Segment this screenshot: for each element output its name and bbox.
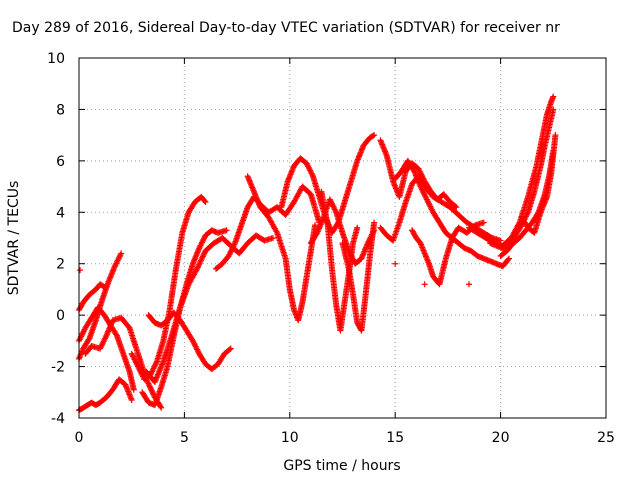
series-arc-09: [145, 309, 234, 373]
data-point: [147, 384, 154, 391]
data-point: [199, 253, 206, 260]
data-point: [201, 250, 208, 257]
data-point: [149, 388, 156, 395]
data-point: [223, 227, 230, 234]
data-point: [196, 260, 203, 267]
y-tick-label: 4: [56, 205, 65, 221]
data-point: [506, 255, 513, 262]
data-point: [147, 386, 154, 393]
x-tick-label: 10: [281, 430, 299, 446]
data-point: [198, 256, 205, 263]
data-point: [392, 260, 399, 267]
data-point: [505, 256, 512, 263]
data-point: [201, 197, 208, 204]
data-point: [130, 386, 137, 393]
y-tick-label: 6: [56, 154, 65, 170]
plot-frame: [78, 57, 607, 419]
data-point: [269, 235, 276, 241]
data-point: [421, 281, 428, 288]
series-arc-20: [465, 93, 557, 249]
series-arc-06: [128, 193, 209, 383]
series-arc-11: [244, 173, 319, 324]
series-arc-14: [318, 188, 361, 334]
series-arc-08: [143, 232, 276, 385]
data-point: [195, 263, 202, 270]
series-arc-23: [518, 132, 559, 236]
data-point: [197, 258, 204, 265]
y-axis-label: SDTVAR / TECUs: [6, 181, 22, 296]
series-arc-19: [409, 219, 487, 288]
data-point: [371, 132, 378, 139]
data-point: [550, 93, 557, 100]
data-point: [146, 383, 153, 390]
data-point: [145, 380, 152, 387]
data-point: [128, 397, 135, 403]
data-point: [227, 345, 234, 352]
data-point: [410, 166, 417, 173]
data-point: [226, 346, 233, 353]
data-point: [497, 237, 504, 244]
series-arc-10: [213, 183, 323, 272]
y-tick-label: 2: [56, 257, 65, 273]
data-point: [85, 336, 92, 343]
data-point: [200, 252, 207, 259]
series-arc-21: [487, 106, 557, 252]
data-point: [452, 203, 459, 210]
data-point: [113, 331, 120, 338]
data-point: [77, 267, 84, 274]
data-point: [199, 254, 206, 261]
data-point: [550, 106, 557, 113]
axis-ticks: 0 5 10 15 20 25 -4 -2 0 2 4 6 8 10: [47, 51, 615, 446]
data-point: [370, 132, 377, 139]
data-point: [453, 204, 460, 211]
data-point: [197, 257, 204, 264]
isolated-points: [77, 260, 472, 288]
data-point: [552, 132, 559, 139]
x-tick-label: 5: [180, 430, 189, 446]
data-point: [480, 219, 487, 226]
series-arc-04: [76, 376, 135, 414]
data-point: [144, 379, 151, 386]
data-point: [148, 387, 155, 394]
x-tick-label: 0: [75, 430, 84, 446]
series-arc-01: [76, 281, 108, 313]
data-point: [202, 199, 209, 205]
data-point: [313, 231, 320, 238]
data-point: [149, 390, 156, 397]
x-tick-label: 20: [492, 430, 510, 446]
x-tick-label: 15: [386, 430, 404, 446]
data-point: [194, 265, 201, 272]
y-tick-label: -2: [51, 360, 65, 376]
data-point: [312, 222, 319, 229]
chart-title: Day 289 of 2016, Sidereal Day-to-day VTE…: [12, 20, 560, 36]
data-point: [371, 219, 378, 226]
data-point: [146, 381, 153, 388]
series-arc-18: [392, 157, 513, 270]
data-point: [118, 250, 125, 257]
data-point: [195, 261, 202, 268]
series-arc-15: [339, 219, 378, 334]
y-tick-label: 8: [56, 102, 65, 118]
data-point: [158, 404, 165, 411]
data-point: [194, 264, 201, 271]
data-point: [157, 403, 164, 410]
y-tick-label: -4: [51, 411, 65, 427]
x-tick-label: 25: [597, 430, 615, 446]
y-tick-label: 0: [56, 308, 65, 324]
y-tick-label: 10: [47, 51, 65, 67]
data-point: [465, 281, 472, 288]
data-marks: [76, 93, 559, 414]
data-point: [354, 224, 361, 231]
x-axis-label: GPS time / hours: [283, 458, 400, 474]
